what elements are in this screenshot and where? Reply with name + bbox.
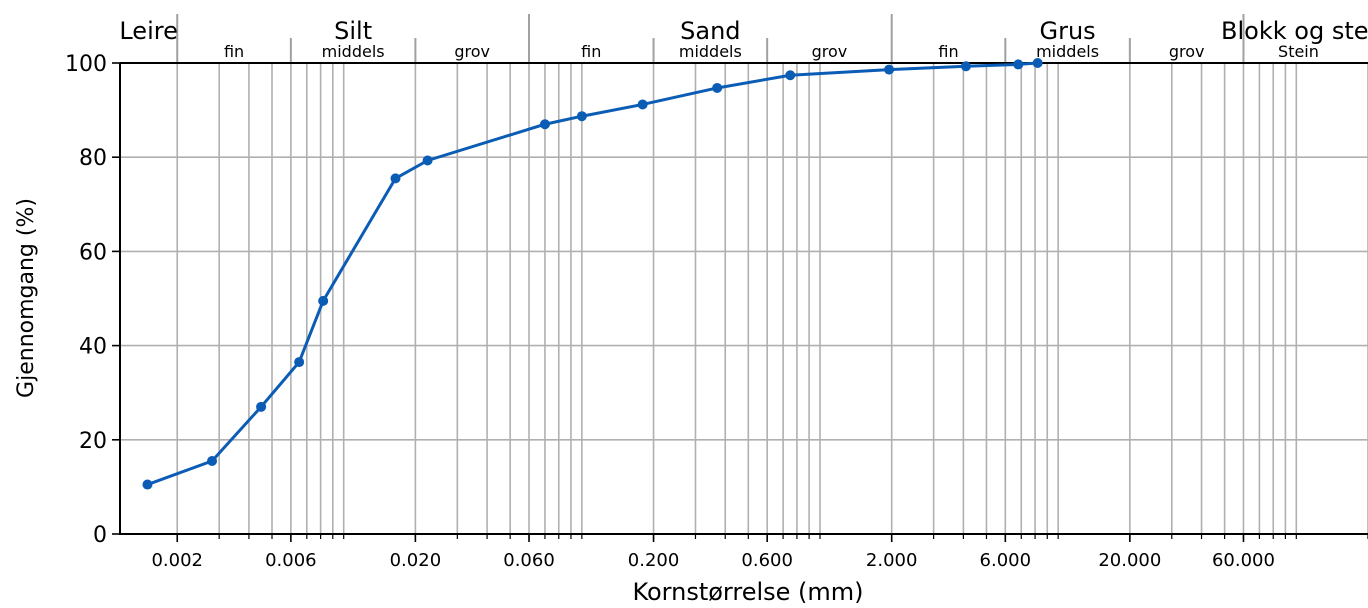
sub-group-label: middels [1036, 42, 1099, 61]
sub-group-label: grov [812, 42, 848, 61]
classification-labels: Leire Silt Sand Grus Blokk og stein fin middel… [119, 17, 1368, 61]
x-axis-label: Kornstørrelse (mm) [632, 578, 863, 606]
data-point [637, 99, 648, 110]
x-tick-label: 2.000 [866, 550, 918, 571]
x-tick-label: 20.000 [1098, 550, 1161, 571]
y-tick-label: 60 [79, 240, 107, 265]
x-tick-label: 0.006 [265, 550, 317, 571]
y-tick-label: 100 [65, 52, 107, 77]
x-tick-label: 0.600 [741, 550, 793, 571]
data-point [318, 295, 329, 306]
data-series [142, 58, 1043, 490]
main-group-label: Blokk og stein [1221, 17, 1368, 45]
sub-group-label: fin [938, 42, 958, 61]
data-point [785, 70, 796, 81]
data-point [884, 64, 895, 75]
main-group-label: Silt [334, 17, 372, 45]
gridlines [120, 62, 1368, 535]
data-point [576, 111, 587, 122]
x-tick-label: 6.000 [980, 550, 1032, 571]
sub-group-label: fin [581, 42, 601, 61]
data-point [422, 155, 433, 166]
series-line [146, 61, 1038, 486]
sub-group-label: middels [679, 42, 742, 61]
data-point [207, 455, 218, 466]
y-tick-label: 80 [79, 146, 107, 171]
data-point [294, 357, 305, 368]
data-point [256, 401, 267, 412]
y-tick-label: 40 [79, 335, 107, 360]
data-point [712, 82, 723, 93]
data-point [1013, 59, 1024, 70]
axes [119, 62, 1368, 535]
data-point [142, 479, 153, 490]
x-tick-label: 0.020 [390, 550, 442, 571]
data-point [1032, 58, 1043, 68]
sub-group-label: fin [224, 42, 244, 61]
main-group-label: Sand [680, 17, 740, 45]
classification-dividers [176, 14, 1245, 63]
data-point [960, 61, 971, 72]
x-tick-label: 60.000 [1212, 550, 1275, 571]
data-point [539, 119, 550, 130]
sub-group-label: Stein [1278, 42, 1319, 61]
y-axis-label: Gjennomgang (%) [14, 198, 39, 398]
x-tick-label: 0.060 [503, 550, 555, 571]
x-tick-label: 0.200 [628, 550, 680, 571]
main-group-label: Leire [119, 17, 178, 45]
sub-group-label: grov [1169, 42, 1205, 61]
sub-group-label: grov [454, 42, 490, 61]
tick-labels: 0 20 40 60 80 100 0.002 0.006 0.020 0.060 0.200 0.6… [65, 52, 1368, 571]
sub-group-label: middels [322, 42, 385, 61]
main-group-label: Grus [1039, 17, 1095, 45]
x-tick-label: 0.002 [151, 550, 203, 571]
y-tick-label: 0 [93, 523, 107, 548]
data-point [390, 173, 401, 184]
y-tick-label: 20 [79, 429, 107, 454]
